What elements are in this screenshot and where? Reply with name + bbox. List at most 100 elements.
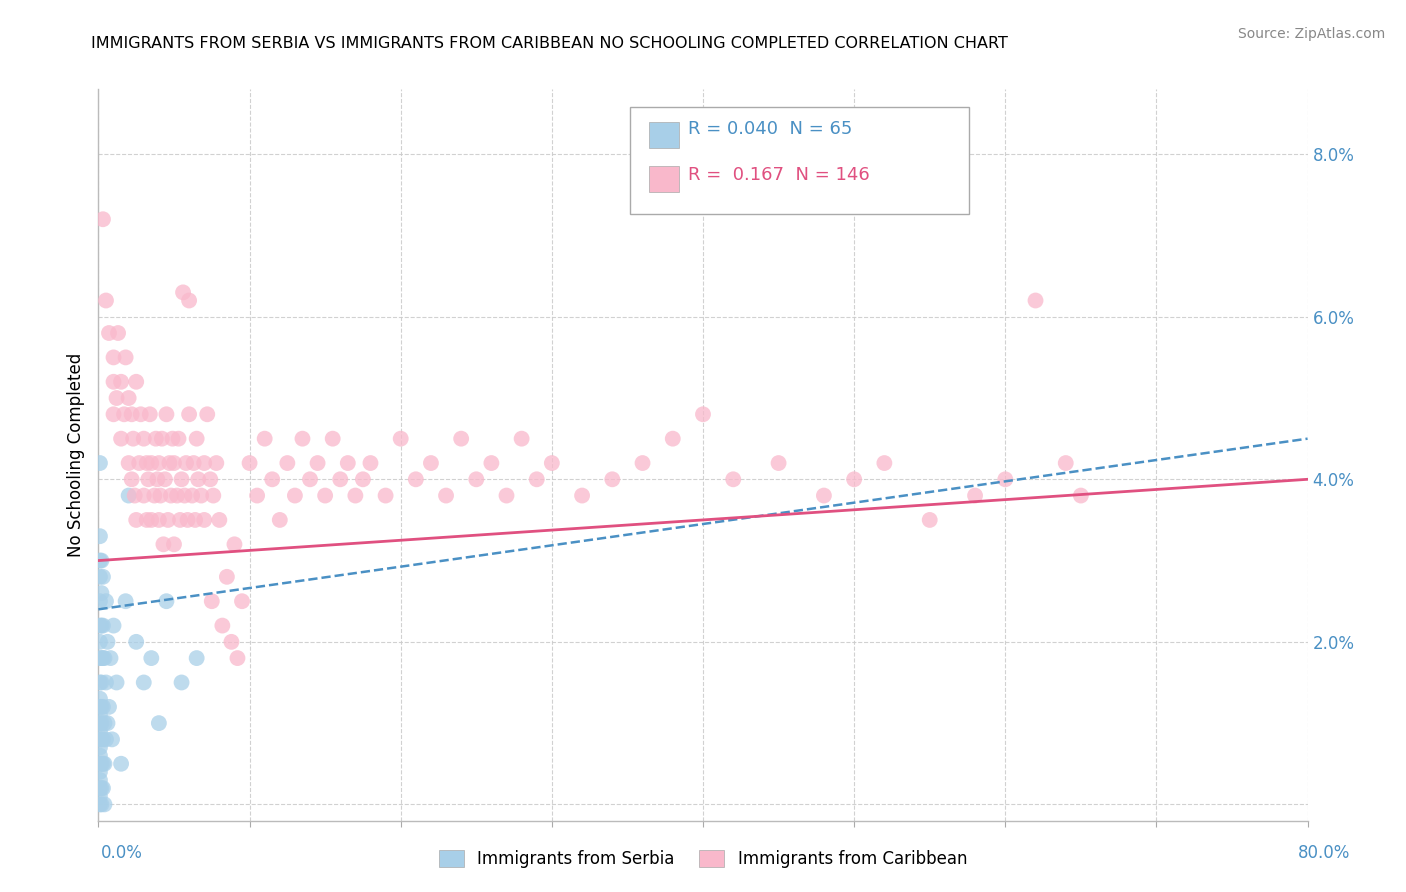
Point — [965, 489, 987, 503]
Text: Source: ZipAtlas.com: Source: ZipAtlas.com — [1237, 27, 1385, 41]
Point — [94, 675, 117, 690]
Point — [193, 513, 215, 527]
Point — [90, 675, 112, 690]
Point — [201, 594, 224, 608]
Point — [89, 618, 111, 632]
Point — [91, 781, 114, 796]
Point — [141, 651, 163, 665]
Point — [128, 456, 150, 470]
Point — [186, 432, 208, 446]
Point — [160, 489, 183, 503]
Point — [768, 456, 790, 470]
Point — [114, 594, 136, 608]
Point — [89, 456, 111, 470]
Legend: Immigrants from Serbia, Immigrants from Caribbean: Immigrants from Serbia, Immigrants from … — [432, 843, 974, 875]
Point — [100, 651, 122, 665]
Point — [103, 407, 125, 421]
Point — [510, 432, 533, 446]
Point — [193, 456, 215, 470]
Point — [352, 472, 374, 486]
Point — [152, 537, 174, 551]
Point — [253, 432, 276, 446]
Point — [94, 293, 117, 308]
Point — [110, 432, 132, 446]
Point — [105, 391, 128, 405]
Point — [329, 472, 352, 486]
FancyBboxPatch shape — [630, 108, 969, 213]
Point — [291, 432, 314, 446]
Point — [129, 407, 152, 421]
Point — [118, 489, 141, 503]
Point — [184, 513, 207, 527]
Point — [262, 472, 284, 486]
Point — [121, 407, 143, 421]
Point — [124, 489, 146, 503]
Point — [96, 716, 118, 731]
Point — [89, 732, 111, 747]
Point — [136, 472, 159, 486]
Point — [163, 537, 186, 551]
Point — [434, 489, 457, 503]
Point — [205, 456, 228, 470]
Point — [89, 675, 111, 690]
Point — [105, 675, 128, 690]
Point — [90, 553, 112, 567]
Point — [91, 732, 114, 747]
Point — [465, 472, 488, 486]
Point — [89, 570, 111, 584]
Point — [224, 537, 246, 551]
Point — [148, 716, 170, 731]
FancyBboxPatch shape — [648, 122, 679, 148]
FancyBboxPatch shape — [648, 166, 679, 192]
Point — [89, 594, 111, 608]
Text: R = 0.040  N = 65: R = 0.040 N = 65 — [689, 120, 853, 138]
Point — [336, 456, 359, 470]
Point — [314, 489, 336, 503]
Point — [90, 732, 112, 747]
Point — [153, 472, 176, 486]
Point — [90, 699, 112, 714]
Point — [91, 651, 114, 665]
Point — [91, 618, 114, 632]
Point — [374, 489, 396, 503]
Text: IMMIGRANTS FROM SERBIA VS IMMIGRANTS FROM CARIBBEAN NO SCHOOLING COMPLETED CORRE: IMMIGRANTS FROM SERBIA VS IMMIGRANTS FRO… — [91, 36, 1008, 51]
Point — [269, 513, 291, 527]
Point — [389, 432, 412, 446]
Point — [89, 529, 111, 543]
Point — [90, 716, 112, 731]
Text: 0.0%: 0.0% — [101, 844, 143, 862]
Point — [89, 772, 111, 787]
Point — [103, 375, 125, 389]
Point — [215, 570, 238, 584]
Point — [540, 456, 562, 470]
Point — [481, 456, 503, 470]
Point — [246, 489, 269, 503]
Point — [112, 407, 135, 421]
Point — [166, 489, 188, 503]
Point — [101, 732, 124, 747]
Point — [179, 293, 201, 308]
Point — [149, 489, 172, 503]
Point — [93, 756, 115, 771]
Point — [221, 635, 243, 649]
Point — [90, 781, 112, 796]
Point — [132, 489, 155, 503]
Point — [96, 635, 118, 649]
Point — [170, 472, 193, 486]
Point — [873, 456, 896, 470]
Point — [89, 748, 111, 763]
Point — [121, 472, 143, 486]
Point — [187, 472, 209, 486]
Point — [239, 456, 262, 470]
Point — [89, 708, 111, 723]
Point — [1070, 489, 1092, 503]
Point — [405, 472, 427, 486]
Point — [132, 675, 155, 690]
Point — [89, 553, 111, 567]
Point — [172, 285, 194, 300]
Point — [125, 375, 148, 389]
Point — [90, 618, 112, 632]
Point — [344, 489, 367, 503]
Point — [360, 456, 382, 470]
Point — [526, 472, 548, 486]
